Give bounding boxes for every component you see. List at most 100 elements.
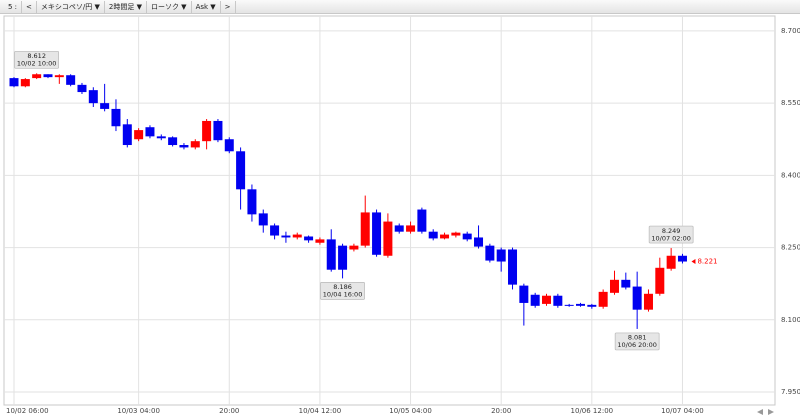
toolbar: 5 : < メキシコペソ/円 ▼ 2時間足 ▼ ローソク ▼ Ask ▼ > bbox=[0, 0, 800, 14]
candle-body bbox=[666, 255, 676, 269]
candle-body bbox=[9, 78, 19, 87]
candle-body bbox=[54, 75, 64, 78]
scroll-right[interactable] bbox=[768, 409, 774, 415]
candle-body bbox=[519, 285, 529, 303]
candle-body bbox=[655, 267, 665, 294]
candle-body bbox=[315, 239, 325, 243]
candle-body bbox=[496, 249, 506, 262]
candle-body bbox=[270, 225, 280, 236]
candle-body bbox=[32, 74, 42, 79]
candle-body bbox=[462, 233, 472, 240]
toolbar-item[interactable]: メキシコペソ/円 ▼ bbox=[37, 0, 105, 13]
scroll-left[interactable] bbox=[757, 409, 763, 415]
candle-body bbox=[292, 234, 302, 238]
x-tick-label: 10/02 06:00 bbox=[6, 407, 49, 415]
x-tick-label: 10/05 04:00 bbox=[389, 407, 432, 415]
candle-body bbox=[485, 245, 495, 261]
candle-body bbox=[145, 127, 155, 137]
toolbar-item[interactable]: < bbox=[22, 0, 37, 13]
last-price-arrow bbox=[691, 259, 696, 265]
last-price-label: 8.221 bbox=[697, 258, 717, 266]
candle-body bbox=[553, 295, 563, 306]
annotation-time: 10/06 20:00 bbox=[617, 341, 657, 349]
candle-body bbox=[43, 74, 53, 78]
candle-body bbox=[20, 79, 30, 87]
candle-body bbox=[111, 108, 121, 127]
candle-body bbox=[258, 213, 268, 226]
candle-body bbox=[281, 235, 291, 238]
candle-body bbox=[576, 303, 585, 306]
candle-body bbox=[247, 189, 257, 215]
candle-body bbox=[304, 236, 314, 241]
candle-body bbox=[66, 75, 76, 85]
candle-body bbox=[88, 90, 98, 104]
annotation-value: 8.612 bbox=[27, 52, 46, 60]
annotation-value: 8.186 bbox=[333, 283, 352, 291]
candle-body bbox=[609, 279, 619, 293]
candle-body bbox=[598, 291, 608, 307]
candle-body bbox=[632, 286, 642, 310]
candle-body bbox=[360, 212, 370, 246]
candle-body bbox=[542, 295, 552, 304]
x-tick-label: 10/07 04:00 bbox=[661, 407, 704, 415]
candle-body bbox=[122, 124, 132, 146]
candle-body bbox=[677, 255, 687, 262]
candle-body bbox=[383, 221, 393, 256]
candle-body bbox=[643, 293, 653, 310]
annotation-box bbox=[320, 282, 365, 300]
candle-body bbox=[77, 84, 87, 93]
candle-body bbox=[587, 304, 597, 307]
y-tick-label: 8.700 bbox=[781, 27, 800, 35]
candle-body bbox=[236, 151, 246, 190]
candle-body bbox=[372, 212, 382, 255]
candle-body bbox=[417, 209, 427, 232]
candle-body bbox=[156, 136, 166, 139]
y-tick-label: 8.550 bbox=[781, 99, 800, 107]
y-tick-label: 8.400 bbox=[781, 171, 800, 179]
candle-body bbox=[451, 232, 461, 236]
annotation-time: 10/04 16:00 bbox=[323, 291, 363, 299]
candle-body bbox=[406, 225, 416, 232]
candle-body bbox=[326, 239, 336, 270]
x-tick-label: 20:00 bbox=[219, 407, 239, 415]
candle-body bbox=[474, 237, 484, 247]
candle-body bbox=[564, 304, 574, 306]
annotation-time: 10/07 02:00 bbox=[651, 234, 691, 242]
x-tick-label: 10/03 04:00 bbox=[117, 407, 160, 415]
candle-body bbox=[179, 145, 189, 148]
candle-body bbox=[428, 231, 438, 239]
y-tick-label: 8.100 bbox=[781, 316, 800, 324]
candle-body bbox=[100, 103, 110, 109]
candle-body bbox=[202, 120, 212, 142]
toolbar-item[interactable]: ローソク ▼ bbox=[147, 0, 192, 13]
candle-body bbox=[394, 225, 404, 232]
candle-body bbox=[349, 245, 359, 250]
y-tick-label: 7.950 bbox=[781, 388, 800, 396]
candle-body bbox=[168, 137, 178, 146]
toolbar-item[interactable]: 2時間足 ▼ bbox=[105, 0, 147, 13]
x-tick-label: 10/04 12:00 bbox=[299, 407, 342, 415]
annotation-box bbox=[648, 225, 694, 244]
annotation-time: 10/02 10:00 bbox=[17, 59, 57, 67]
x-tick-label: 10/06 12:00 bbox=[571, 407, 614, 415]
candle-body bbox=[134, 130, 144, 140]
annotation-box bbox=[14, 50, 60, 69]
toolbar-item[interactable]: > bbox=[221, 0, 236, 13]
annotation-value: 8.081 bbox=[628, 334, 647, 342]
candle-body bbox=[190, 141, 200, 148]
candle-body bbox=[213, 120, 223, 141]
annotation-value: 8.249 bbox=[662, 227, 681, 235]
candle-body bbox=[338, 245, 348, 270]
candle-body bbox=[440, 234, 450, 239]
candle-body bbox=[508, 249, 518, 285]
toolbar-item[interactable]: Ask ▼ bbox=[192, 0, 221, 13]
candle-body bbox=[621, 279, 631, 288]
x-tick-label: 20:00 bbox=[491, 407, 511, 415]
candle-body bbox=[530, 294, 540, 306]
toolbar-item[interactable]: 5 : bbox=[4, 0, 23, 13]
y-tick-label: 8.250 bbox=[781, 244, 800, 252]
annotation-box bbox=[614, 332, 660, 351]
candle-body bbox=[224, 139, 234, 152]
